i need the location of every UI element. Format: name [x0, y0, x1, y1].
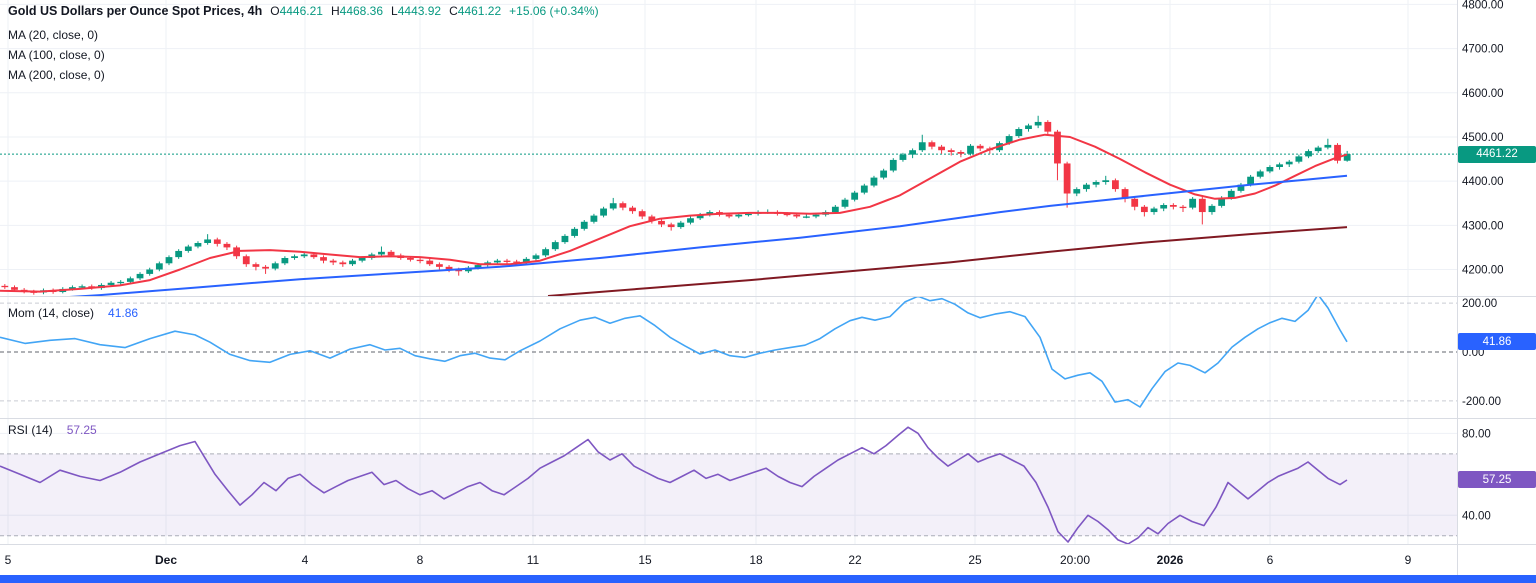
ma200-label: MA (200, close, 0): [8, 68, 105, 82]
svg-text:8: 8: [417, 553, 424, 567]
ma-line-1: [69, 174, 1348, 296]
ma200-legend[interactable]: MA (200, close, 0): [8, 68, 105, 82]
svg-text:4200.00: 4200.00: [1462, 264, 1504, 276]
ohlc-low: L4443.92: [391, 4, 442, 18]
rsi-legend[interactable]: RSI (14) 57.25: [8, 423, 97, 437]
rsi-value-badge: 57.25: [1458, 471, 1536, 489]
mom-value-badge: 41.86: [1458, 333, 1536, 351]
ma-line-0: [0, 133, 1348, 293]
symbol-legend-row[interactable]: Gold US Dollars per Ounce Spot Prices, 4…: [8, 4, 599, 18]
rsi-band: [0, 453, 1457, 536]
svg-text:-200.00: -200.00: [1462, 396, 1501, 408]
svg-text:18: 18: [749, 553, 763, 567]
grid-lines: [0, 0, 1457, 544]
svg-text:4600.00: 4600.00: [1462, 88, 1504, 100]
last-price-badge: 4461.22: [1458, 145, 1536, 163]
svg-text:5: 5: [5, 553, 12, 567]
svg-text:20:00: 20:00: [1060, 553, 1090, 567]
svg-text:22: 22: [848, 553, 862, 567]
rsi-line: [0, 426, 1348, 544]
ohlc-open: O4446.21: [270, 4, 323, 18]
bottom-scrollbar[interactable]: [0, 575, 1536, 583]
candles: [1, 115, 1351, 295]
mom-legend[interactable]: Mom (14, close) 41.86: [8, 306, 138, 320]
svg-text:11: 11: [527, 553, 540, 567]
ma-line-2: [547, 226, 1348, 296]
price-change: +15.06 (+0.34%): [509, 4, 599, 18]
rsi-value: 57.25: [66, 423, 97, 437]
symbol-title[interactable]: Gold US Dollars per Ounce Spot Prices, 4…: [8, 4, 263, 18]
svg-text:15: 15: [638, 553, 652, 567]
svg-text:4800.00: 4800.00: [1462, 0, 1504, 11]
ma100-legend[interactable]: MA (100, close, 0): [8, 48, 105, 62]
svg-text:4400.00: 4400.00: [1462, 176, 1504, 188]
svg-text:4300.00: 4300.00: [1462, 220, 1504, 232]
svg-text:2026: 2026: [1157, 553, 1184, 567]
svg-text:Dec: Dec: [155, 553, 177, 567]
price-axis[interactable]: 4800.00 4700.00 4600.00 4500.00 4400.00 4300.…: [1462, 0, 1504, 522]
ma20-legend[interactable]: MA (20, close, 0): [8, 28, 98, 42]
ma20-label: MA (20, close, 0): [8, 28, 99, 42]
svg-text:4: 4: [302, 553, 309, 567]
rsi-label: RSI (14): [8, 423, 53, 437]
svg-text:25: 25: [968, 553, 982, 567]
svg-text:9: 9: [1405, 553, 1412, 567]
svg-text:200.00: 200.00: [1462, 298, 1497, 310]
mom-line: [0, 297, 1348, 408]
mom-value: 41.86: [108, 306, 139, 320]
svg-text:4500.00: 4500.00: [1462, 132, 1504, 144]
ma100-label: MA (100, close, 0): [8, 48, 105, 62]
ohlc-close: C4461.22: [449, 4, 502, 18]
ohlc-high: H4468.36: [330, 4, 384, 18]
svg-text:40.00: 40.00: [1462, 510, 1491, 522]
time-axis[interactable]: 5 Dec 4 8 11 15 18 22 25 20:00 2026 6 9: [5, 553, 1412, 567]
svg-text:6: 6: [1267, 553, 1274, 567]
svg-text:80.00: 80.00: [1462, 428, 1491, 440]
mom-label: Mom (14, close): [8, 306, 95, 320]
svg-text:4700.00: 4700.00: [1462, 44, 1504, 56]
